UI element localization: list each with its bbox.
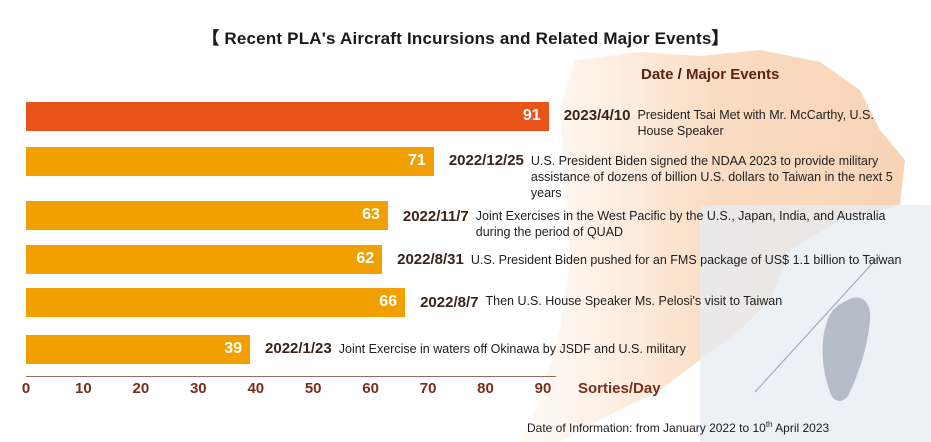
bar: 62 bbox=[26, 245, 383, 274]
x-tick-label: 50 bbox=[304, 380, 322, 397]
footnote-suffix: April 2023 bbox=[772, 421, 830, 435]
bar-value-label: 91 bbox=[522, 107, 541, 124]
x-tick-label: 0 bbox=[21, 380, 31, 397]
bar-value-label: 62 bbox=[356, 250, 375, 267]
taiwan-island-shape bbox=[822, 297, 871, 401]
bar: 71 bbox=[26, 147, 434, 176]
x-axis-label: Sorties/Day bbox=[578, 380, 661, 397]
bar-event-label: U.S. President Biden signed the NDAA 202… bbox=[530, 154, 893, 200]
x-tick-label: 60 bbox=[362, 380, 379, 397]
footnote-prefix: Date of Information: from January 2022 t… bbox=[527, 421, 766, 435]
bar: 91 bbox=[26, 102, 549, 131]
bar: 63 bbox=[26, 201, 388, 230]
map-pointer-line bbox=[754, 254, 881, 393]
x-tick-label: 90 bbox=[534, 380, 552, 397]
x-tick-label: 40 bbox=[247, 380, 265, 397]
bar-value-label: 71 bbox=[408, 152, 426, 169]
header-separator: / bbox=[673, 66, 687, 83]
bar-event-label: President Tsai Met with Mr. McCarthy, U.… bbox=[637, 108, 874, 138]
bar-date-label: 2022/12/25 bbox=[448, 152, 524, 169]
bar-value-label: 66 bbox=[379, 293, 398, 310]
column-header: Date / Major Events bbox=[641, 66, 779, 83]
sea-panel bbox=[700, 205, 931, 442]
bar-date-label: 2022/8/7 bbox=[420, 294, 479, 311]
bar-event-label: Then U.S. House Speaker Ms. Pelosi's vis… bbox=[485, 294, 783, 308]
x-tick-label: 30 bbox=[189, 380, 207, 397]
header-date-label: Date bbox=[641, 66, 674, 83]
header-events-label: Major Events bbox=[686, 66, 780, 83]
footnote: Date of Information: from January 2022 t… bbox=[527, 420, 829, 435]
bar-event-label: U.S. President Biden pushed for an FMS p… bbox=[470, 253, 902, 267]
footnote-sup: th bbox=[765, 420, 773, 429]
x-tick-label: 80 bbox=[477, 380, 494, 397]
x-tick-label: 10 bbox=[75, 380, 92, 397]
chart-title: 【 Recent PLA's Aircraft Incursions and R… bbox=[202, 29, 729, 48]
bar-event-label: Joint Exercises in the West Pacific by t… bbox=[475, 209, 886, 239]
x-tick-label: 20 bbox=[132, 380, 150, 397]
bar-value-label: 63 bbox=[362, 206, 380, 223]
x-axis-line bbox=[26, 376, 556, 377]
bar-date-label: 2023/4/10 bbox=[563, 107, 631, 124]
bar-date-label: 2022/11/7 bbox=[402, 208, 469, 225]
bar: 66 bbox=[26, 288, 406, 317]
bar-date-label: 2022/1/23 bbox=[265, 340, 332, 357]
bar-value-label: 39 bbox=[224, 340, 243, 357]
bar: 39 bbox=[26, 335, 251, 364]
x-tick-label: 70 bbox=[419, 380, 437, 397]
bar-event-label: Joint Exercise in waters off Okinawa by … bbox=[338, 342, 686, 356]
bar-date-label: 2022/8/31 bbox=[397, 251, 464, 268]
